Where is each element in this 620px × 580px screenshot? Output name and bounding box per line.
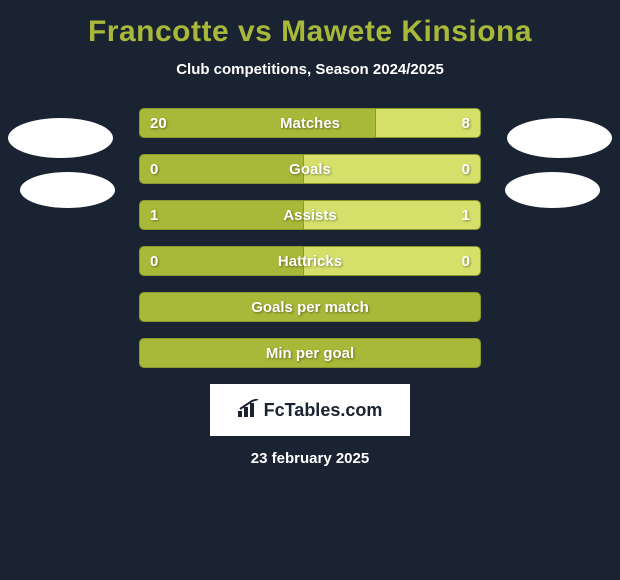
page-title: Francotte vs Mawete Kinsiona [0, 15, 620, 49]
main-container: Francotte vs Mawete Kinsiona Club compet… [0, 0, 620, 482]
stat-label: Assists [140, 201, 480, 229]
stat-label: Goals [140, 155, 480, 183]
date-text: 23 february 2025 [0, 450, 620, 467]
page-subtitle: Club competitions, Season 2024/2025 [0, 61, 620, 78]
stat-bar-goals-per-match: Goals per match [139, 292, 481, 322]
stat-bar-min-per-goal: Min per goal [139, 338, 481, 368]
stat-bar-goals: 0 Goals 0 [139, 154, 481, 184]
logo-label: FcTables.com [264, 400, 383, 421]
stat-bar-hattricks: 0 Hattricks 0 [139, 246, 481, 276]
bars-wrapper: 20 Matches 8 0 Goals 0 1 Assists 1 0 Hat… [139, 108, 481, 368]
chart-area: 20 Matches 8 0 Goals 0 1 Assists 1 0 Hat… [0, 108, 620, 368]
stat-label: Hattricks [140, 247, 480, 275]
stat-bar-assists: 1 Assists 1 [139, 200, 481, 230]
avatar-left-top [8, 118, 113, 158]
stat-value-right: 8 [462, 109, 470, 137]
logo-text: FcTables.com [238, 399, 383, 422]
avatar-right-top [507, 118, 612, 158]
stat-value-right: 0 [462, 155, 470, 183]
stat-label: Matches [140, 109, 480, 137]
avatar-right-bottom [505, 172, 600, 208]
stat-value-right: 0 [462, 247, 470, 275]
chart-icon [238, 399, 260, 422]
stat-label: Min per goal [140, 339, 480, 367]
logo-box[interactable]: FcTables.com [210, 384, 410, 436]
stat-bar-matches: 20 Matches 8 [139, 108, 481, 138]
avatar-left-bottom [20, 172, 115, 208]
stat-value-right: 1 [462, 201, 470, 229]
stat-label: Goals per match [140, 293, 480, 321]
